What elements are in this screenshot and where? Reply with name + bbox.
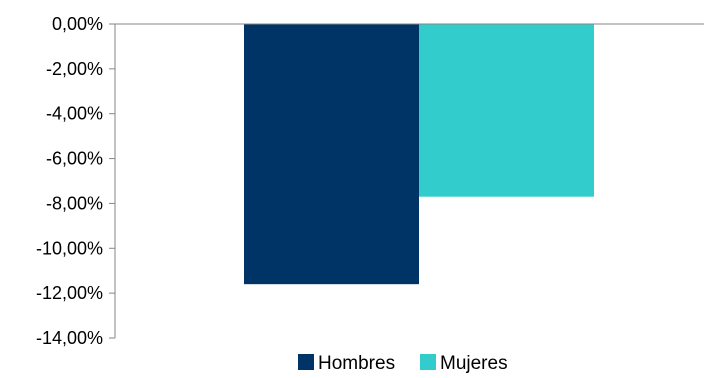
bar-hombres — [244, 24, 419, 285]
y-tick-label: -12,00% — [36, 283, 103, 303]
y-tick-label: -4,00% — [46, 104, 103, 124]
y-tick-label: -8,00% — [46, 193, 103, 213]
y-tick-label: -14,00% — [36, 328, 103, 348]
plot-area: 0,00% -2,00% -4,00% -6,00% -8,00% -10,00% -12,… — [36, 14, 704, 348]
y-tick-label: 0,00% — [52, 14, 103, 34]
y-tick-label: -10,00% — [36, 238, 103, 258]
legend-label-hombres: Hombres — [318, 353, 395, 374]
legend: Hombres Mujeres — [298, 353, 508, 374]
y-tick-label: -6,00% — [46, 149, 103, 169]
y-tick-label: -2,00% — [46, 59, 103, 79]
legend-swatch-hombres — [298, 354, 314, 370]
y-axis-ticks: 0,00% -2,00% -4,00% -6,00% -8,00% -10,00% -12,… — [36, 14, 115, 348]
legend-label-mujeres: Mujeres — [440, 353, 508, 374]
bar-mujeres — [419, 24, 594, 197]
bars — [244, 24, 594, 285]
legend-swatch-mujeres — [420, 354, 436, 370]
